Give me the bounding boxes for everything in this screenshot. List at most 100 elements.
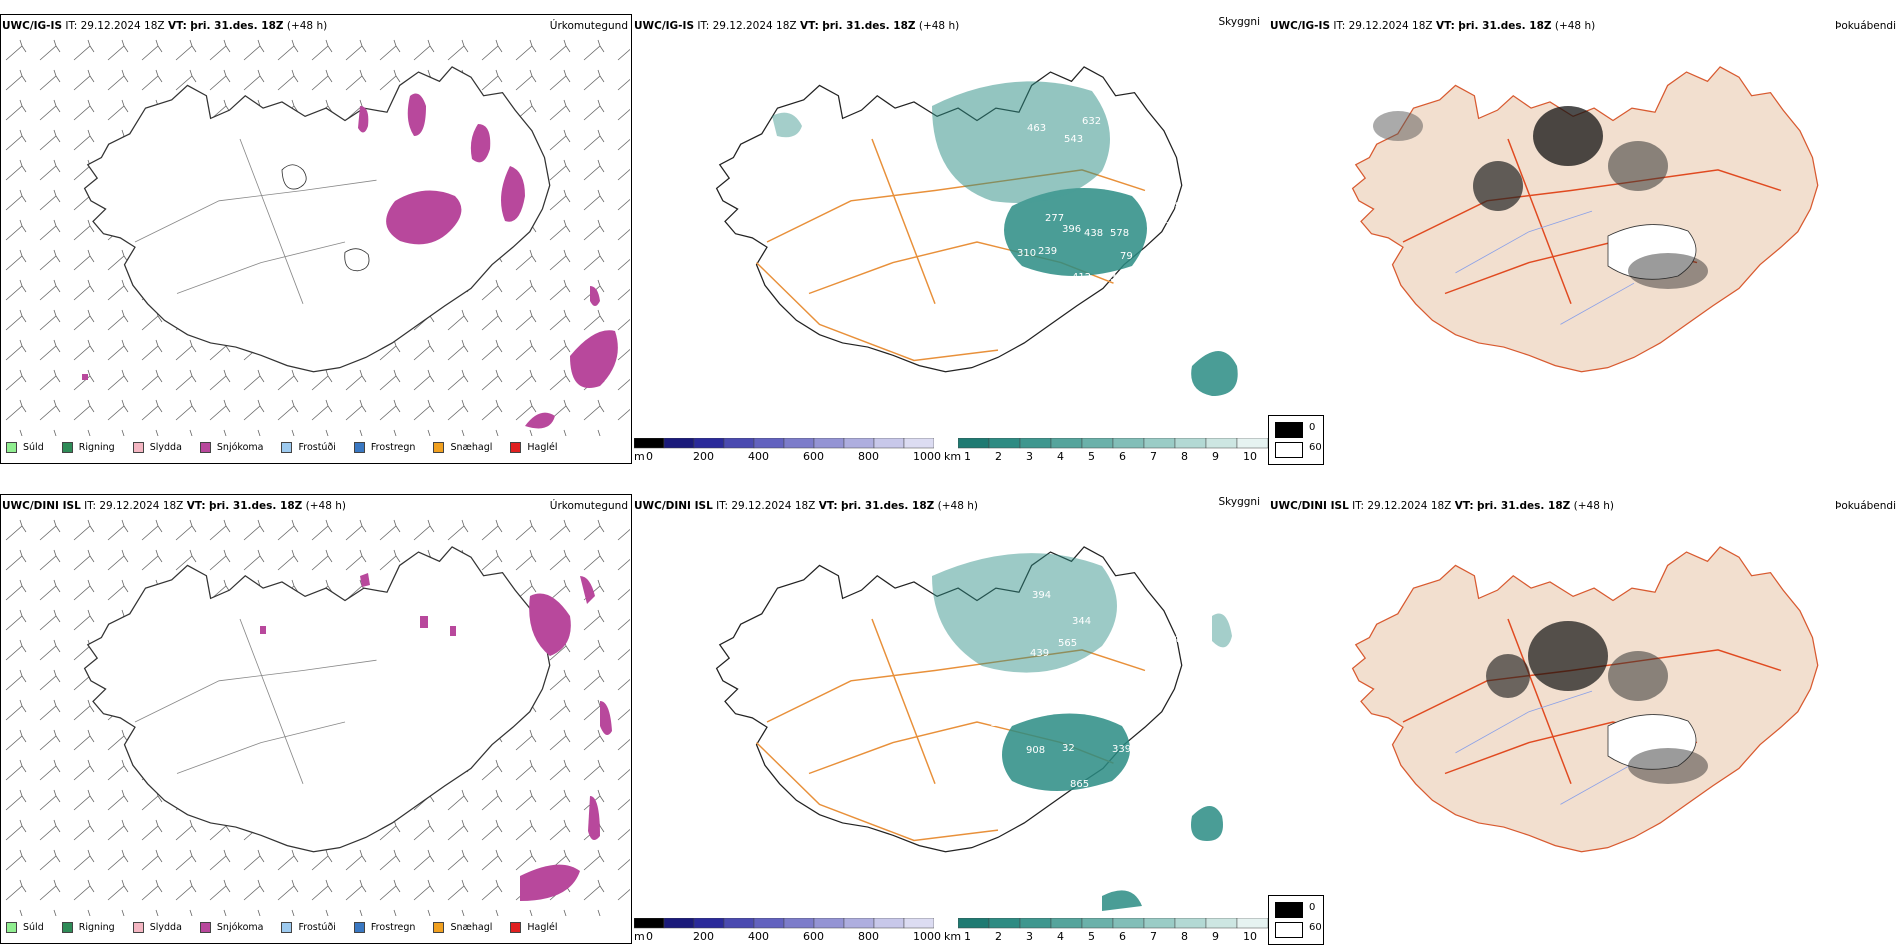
km-tick-label: 5 [1088, 930, 1095, 943]
colorbar-segment [693, 918, 725, 929]
model-name: UWC/IG-IS [2, 20, 63, 32]
colorbar-segment [663, 918, 695, 929]
legend-swatch [510, 442, 522, 453]
issue-time: IT: 29.12.2024 18Z [65, 20, 165, 32]
legend-label: Rigning [78, 922, 115, 933]
precip-type-map [0, 516, 630, 916]
lead-time: (+48 h) [937, 500, 978, 512]
panel-title-visibility: Skyggni [1218, 16, 1261, 28]
visibility-value-label: 277 [1045, 213, 1064, 224]
visibility-value-label: 79 [1120, 251, 1133, 262]
colorbar-segment [1081, 918, 1114, 929]
legend-swatch [199, 922, 211, 933]
visibility-value-label: 438 [1084, 228, 1103, 239]
panel-title-precip-type: Úrkomutegund [549, 20, 628, 32]
km-unit: km [944, 930, 962, 943]
legend-item: Snæhagl [433, 922, 492, 933]
legend-swatch [353, 442, 365, 453]
legend-item: Frostúði [281, 442, 336, 453]
km-tick-label: 4 [1057, 450, 1064, 463]
m-tick-label: 800 [858, 450, 879, 463]
fog-panel-top: UWC/IG-IS IT: 29.12.2024 18Z VT: þri. 31… [1268, 14, 1900, 465]
legend-item: Snjókoma [199, 442, 264, 453]
visibility-value-label: 331 [1019, 277, 1038, 288]
colorbar-segment [873, 918, 905, 929]
colorbar-segment [813, 918, 845, 929]
km-tick-label: 2 [995, 450, 1002, 463]
legend-label: Rigning [78, 442, 115, 453]
legend-swatch [6, 922, 17, 933]
colorbar-segment [903, 918, 934, 929]
visibility-value-label: 202 [1087, 680, 1106, 691]
snow-areas [82, 93, 618, 429]
precip-legend: Súld Rigning Slydda Snjókoma Frostúði Fr… [6, 922, 576, 933]
model-name: UWC/DINI ISL [1270, 500, 1349, 512]
legend-label: Frostregn [370, 442, 416, 453]
fog-map [1351, 546, 1819, 853]
m-tick-label: 0 [646, 930, 653, 943]
visibility-panel-bottom: UWC/DINI ISL IT: 29.12.2024 18Z VT: þri.… [632, 494, 1268, 944]
legend-swatch [433, 922, 445, 933]
valid-time-label: VT: [799, 20, 819, 32]
legend-light-label: 60 [1309, 442, 1322, 453]
visibility-value-label: 310 [1017, 248, 1036, 259]
km-tick-label: 8 [1181, 930, 1188, 943]
colorbar-segment [634, 438, 665, 449]
colorbar-segment [663, 438, 695, 449]
visibility-value-label: 578 [1110, 228, 1129, 239]
valid-time-label: VT: [186, 500, 206, 512]
valid-time-label: VT: [1454, 500, 1474, 512]
precip-type-map [0, 36, 630, 436]
legend-item: Frostúði [281, 922, 336, 933]
issue-time: IT: 29.12.2024 18Z [1333, 20, 1433, 32]
visibility-value-label: 142 [990, 718, 1009, 729]
model-name: UWC/IG-IS [1270, 20, 1331, 32]
legend-label: Snjókoma [216, 442, 264, 453]
visibility-value-label: 728 [1162, 201, 1181, 212]
legend-label: Súld [23, 922, 44, 933]
issue-time: IT: 29.12.2024 18Z [84, 500, 184, 512]
legend-label: Frostúði [298, 442, 336, 453]
fog-map [1351, 66, 1819, 373]
colorbar-segment [1112, 438, 1145, 449]
m-tick-label: 600 [803, 450, 824, 463]
colorbar-segment [783, 918, 815, 929]
colorbar-segment [634, 918, 665, 929]
km-tick-label: 10 [1243, 450, 1257, 463]
visibility-value-label: 394 [1032, 590, 1051, 601]
legend-item: Frostregn [353, 442, 416, 453]
legend-label: Haglél [527, 922, 558, 933]
fog-areas [1373, 106, 1708, 289]
legend-light-label: 60 [1309, 922, 1322, 933]
visibility-map: 394 344 565 439 120 54 142 908 32 339 865 202 [715, 546, 1232, 911]
legend-item: Snjókoma [199, 922, 263, 933]
visibility-value-label: 439 [1030, 648, 1049, 659]
km-tick-label: 8 [1181, 450, 1188, 463]
legend-label: Frostúði [298, 922, 336, 933]
valid-time: þri. 31.des. 18Z [1476, 500, 1571, 512]
valid-time-label: VT: [167, 20, 187, 32]
m-tick-label: 200 [693, 930, 714, 943]
panel-header: UWC/DINI ISL IT: 29.12.2024 18Z VT: þri.… [634, 500, 978, 512]
legend-swatch [433, 442, 445, 453]
legend-swatch [132, 442, 144, 453]
precip-legend: Súld Rigning Slydda Snjókoma Frostúði Fr… [6, 442, 576, 453]
fog-index-legend: 0 60 [1268, 895, 1324, 945]
legend-label: Snæhagl [450, 922, 493, 933]
legend-item: Haglél [510, 922, 558, 933]
colorbar-segment [1236, 918, 1268, 929]
m-tick-label: 200 [693, 450, 714, 463]
m-ticks: 0 200 400 600 800 1000 [646, 450, 946, 464]
legend-label: Snæhagl [450, 442, 493, 453]
precip-type-panel-top: UWC/IG-IS IT: 29.12.2024 18Z VT: þri. 31… [0, 14, 632, 464]
legend-item: Slydda [132, 442, 182, 453]
lead-time: (+48 h) [305, 500, 346, 512]
visibility-panel-top: UWC/IG-IS IT: 29.12.2024 18Z VT: þri. 31… [632, 14, 1268, 464]
valid-time: þri. 31.des. 18Z [840, 500, 935, 512]
km-tick-label: 9 [1212, 930, 1219, 943]
panel-title-fog: Þokuábendi [1835, 500, 1896, 512]
colorbar-segment [1205, 918, 1238, 929]
m-tick-label: 1000 [913, 930, 941, 943]
km-tick-label: 9 [1212, 450, 1219, 463]
